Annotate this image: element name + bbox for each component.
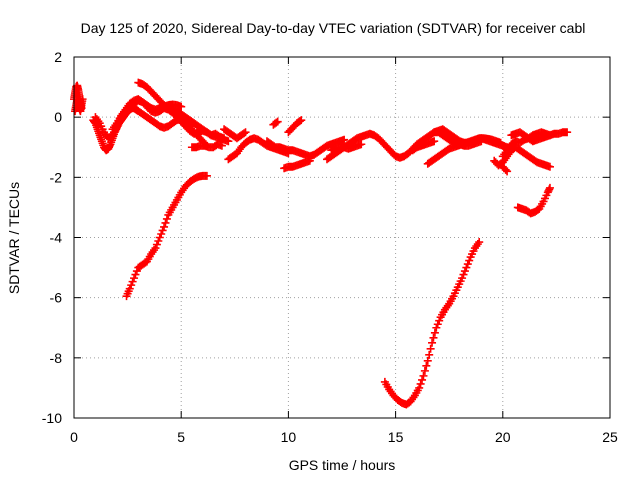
data-point xyxy=(272,118,281,127)
data-point xyxy=(128,277,137,286)
data-point xyxy=(155,233,164,242)
series-pass-4 xyxy=(91,96,186,143)
data-point xyxy=(545,162,554,171)
data-point xyxy=(503,167,512,176)
data-point xyxy=(161,218,170,227)
series-pass-25 xyxy=(122,171,211,301)
data-point xyxy=(305,156,314,165)
series-pass-7 xyxy=(187,140,226,152)
data-point xyxy=(463,260,472,269)
data-point xyxy=(465,256,474,265)
x-tick-label: 20 xyxy=(495,429,511,445)
data-point xyxy=(240,129,249,138)
series-pass-10 xyxy=(262,135,349,161)
data-point xyxy=(433,320,442,329)
series-pass-2 xyxy=(71,95,87,116)
series-pass-13 xyxy=(280,156,314,173)
y-tick-label: 0 xyxy=(54,109,62,125)
grid-lines xyxy=(74,57,610,418)
y-tick-label: -2 xyxy=(50,169,63,185)
series-pass-12 xyxy=(269,117,282,129)
series-pass-9 xyxy=(220,125,250,143)
x-tick-label: 15 xyxy=(388,429,404,445)
data-point xyxy=(224,137,233,146)
data-point xyxy=(432,323,441,332)
y-tick-labels: 2 0 -2 -4 -6 -8 -10 xyxy=(42,49,62,426)
data-point xyxy=(125,284,134,293)
data-points xyxy=(70,78,572,409)
data-point xyxy=(152,240,161,249)
data-point xyxy=(273,117,282,126)
series-pass-15 xyxy=(327,140,366,155)
data-point xyxy=(458,274,467,283)
data-point xyxy=(78,95,87,104)
x-tick-label: 25 xyxy=(602,429,618,445)
x-tick-label: 0 xyxy=(70,429,78,445)
data-point xyxy=(420,366,429,375)
data-point xyxy=(418,375,427,384)
data-point xyxy=(416,379,425,388)
data-point xyxy=(151,244,160,253)
data-point xyxy=(423,356,432,365)
y-tick-label: 2 xyxy=(54,49,62,65)
data-point xyxy=(426,344,435,353)
data-point xyxy=(160,222,169,231)
data-point xyxy=(202,171,211,180)
data-point xyxy=(422,361,431,370)
data-point xyxy=(429,333,438,342)
data-point xyxy=(177,102,186,111)
data-point xyxy=(459,270,468,279)
y-tick-label: -8 xyxy=(50,350,63,366)
series-pass-11 xyxy=(284,116,306,137)
data-point xyxy=(419,371,428,380)
x-tick-label: 5 xyxy=(177,429,185,445)
data-point xyxy=(107,132,116,141)
data-point xyxy=(545,183,554,192)
y-tick-label: -6 xyxy=(50,290,63,306)
x-axis-label: GPS time / hours xyxy=(289,457,396,473)
series-pass-23 xyxy=(498,162,512,176)
data-point xyxy=(428,338,437,347)
data-point xyxy=(460,267,469,276)
data-point xyxy=(425,350,434,359)
tick-marks xyxy=(73,56,611,419)
series-pass-26 xyxy=(380,238,484,409)
data-point xyxy=(430,137,439,146)
data-point xyxy=(127,281,136,290)
series-pass-24 xyxy=(513,183,554,218)
series-pass-22 xyxy=(507,128,572,146)
data-point xyxy=(475,238,484,247)
data-point xyxy=(462,263,471,272)
data-point xyxy=(130,274,139,283)
data-point xyxy=(430,328,439,337)
y-axis-label: SDTVAR / TECUs xyxy=(6,182,22,294)
series-pass-6 xyxy=(134,78,233,146)
data-point xyxy=(295,117,304,126)
x-tick-label: 10 xyxy=(281,429,297,445)
data-point xyxy=(357,140,366,149)
data-point xyxy=(435,316,444,325)
x-tick-labels: 0 5 10 15 20 25 xyxy=(70,429,618,445)
data-point xyxy=(158,226,167,235)
data-point xyxy=(131,270,140,279)
data-point xyxy=(340,135,349,144)
y-tick-label: -4 xyxy=(50,230,63,246)
chart-title: Day 125 of 2020, Sidereal Day-to-day VTE… xyxy=(81,20,586,36)
data-point xyxy=(241,128,250,137)
data-point xyxy=(157,229,166,238)
data-point xyxy=(563,128,572,137)
series-pass-16 xyxy=(408,137,439,155)
data-point xyxy=(154,237,163,246)
data-point xyxy=(132,267,141,276)
y-tick-label: -10 xyxy=(42,410,62,426)
data-point xyxy=(501,165,510,174)
data-point xyxy=(217,141,226,150)
data-point xyxy=(162,214,171,223)
data-point xyxy=(415,383,424,392)
data-point xyxy=(297,116,306,125)
